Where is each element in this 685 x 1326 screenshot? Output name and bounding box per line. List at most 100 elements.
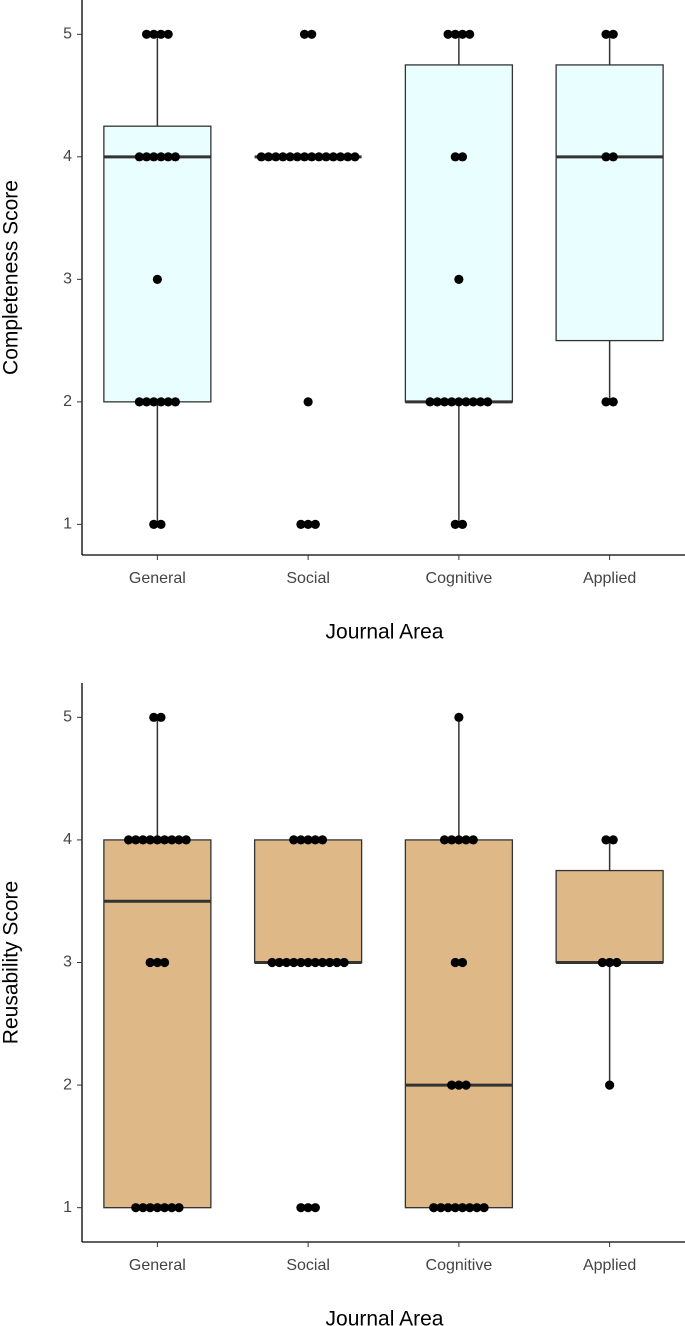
chart-panel: 1 2 3 4 5 Journal Area Completeness Score Gener…: [0, 0, 685, 644]
x-tick-label: Applied: [583, 570, 636, 587]
data-point: [457, 29, 468, 39]
data-point: [141, 152, 152, 162]
box: [404, 64, 514, 403]
data-point: [328, 152, 338, 162]
y-tick-label: 1: [63, 1199, 72, 1216]
data-point: [468, 397, 478, 407]
data-point: [170, 397, 180, 407]
data-point: [457, 1203, 468, 1213]
data-point: [296, 835, 306, 845]
data-point: [608, 152, 618, 162]
box: [555, 64, 664, 342]
data-point: [303, 397, 313, 407]
data-point: [468, 835, 478, 845]
data-point: [163, 29, 173, 39]
data-point: [447, 397, 457, 407]
y-axis-title: Reusability Score: [0, 881, 23, 1044]
data-point: [303, 519, 313, 529]
data-point: [612, 957, 622, 968]
y-tick-label: 4: [63, 831, 72, 848]
x-tick-label: Social: [286, 1257, 330, 1274]
data-point: [303, 835, 313, 845]
x-axis-title: Journal Area: [326, 621, 444, 644]
x-axis-title: Journal Area: [326, 1308, 444, 1326]
data-point: [174, 835, 184, 845]
box: [103, 839, 212, 1209]
data-point: [439, 835, 450, 845]
data-point: [289, 835, 299, 845]
data-point: [483, 397, 493, 407]
data-point: [461, 397, 471, 407]
data-point: [457, 957, 468, 968]
data-point: [597, 957, 608, 968]
y-tick-label: 3: [63, 271, 72, 288]
data-point: [475, 397, 486, 407]
data-point: [447, 1080, 457, 1090]
data-point: [303, 1203, 313, 1213]
data-point: [296, 1203, 306, 1213]
data-point: [310, 957, 320, 968]
box: [555, 869, 664, 964]
data-point: [167, 1203, 177, 1213]
data-point: [325, 957, 335, 968]
x-tick-label: Cognitive: [426, 1257, 493, 1274]
x-tick-label: General: [129, 570, 186, 587]
data-point: [138, 835, 148, 845]
data-point: [601, 835, 611, 845]
data-point: [450, 957, 460, 968]
data-point: [170, 152, 180, 162]
data-point: [274, 957, 284, 968]
data-point: [174, 1203, 184, 1213]
data-point: [159, 957, 170, 968]
data-point: [454, 835, 464, 845]
data-point: [156, 519, 166, 529]
data-point: [465, 1203, 475, 1213]
data-point: [156, 152, 166, 162]
data-point: [141, 397, 152, 407]
data-point: [152, 835, 162, 845]
data-point: [149, 519, 159, 529]
data-point: [454, 397, 464, 407]
data-point: [307, 152, 317, 162]
data-point: [479, 1203, 489, 1213]
data-point: [339, 957, 349, 968]
data-point: [447, 835, 457, 845]
data-point: [267, 957, 277, 968]
data-point: [145, 1203, 155, 1213]
data-point: [450, 29, 460, 39]
y-tick-label: 1: [63, 516, 72, 533]
y-tick-label: 2: [63, 1076, 72, 1093]
data-point: [429, 1203, 439, 1213]
data-point: [439, 397, 450, 407]
x-tick-label: Social: [286, 570, 330, 587]
data-point: [152, 1203, 162, 1213]
data-point: [156, 712, 166, 722]
data-point: [310, 1203, 320, 1213]
data-point: [425, 397, 435, 407]
data-point: [271, 152, 281, 162]
data-point: [156, 397, 166, 407]
data-point: [608, 397, 618, 407]
data-point: [343, 152, 353, 162]
data-point: [310, 519, 320, 529]
data-point: [450, 519, 460, 529]
data-point: [310, 835, 320, 845]
data-point: [167, 835, 177, 845]
data-point: [461, 835, 471, 845]
data-point: [149, 29, 159, 39]
data-point: [457, 519, 468, 529]
data-point: [131, 1203, 141, 1213]
data-point: [461, 1080, 471, 1090]
data-point: [332, 957, 342, 968]
data-point: [457, 152, 468, 162]
data-point: [285, 152, 295, 162]
x-tick-label: Applied: [583, 1257, 636, 1274]
box: [404, 839, 514, 1209]
data-point: [289, 957, 299, 968]
box: [253, 839, 363, 964]
data-point: [608, 835, 618, 845]
data-point: [307, 29, 317, 39]
box: [103, 125, 212, 403]
data-point: [450, 1203, 460, 1213]
data-point: [454, 274, 464, 284]
